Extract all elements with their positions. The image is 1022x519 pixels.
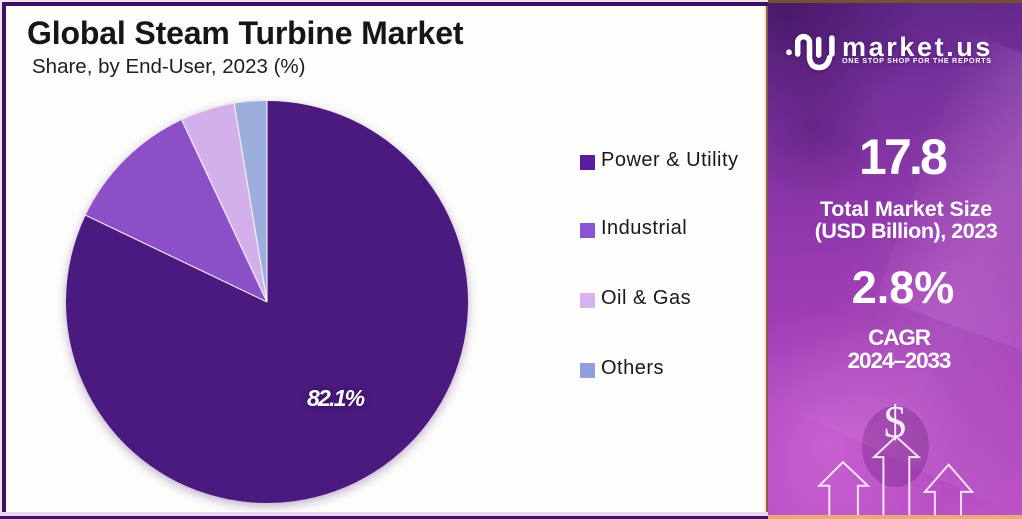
svg-text:ONE STOP SHOP FOR THE REPORTS: ONE STOP SHOP FOR THE REPORTS [842,56,992,65]
svg-text:market.us: market.us [842,32,993,62]
